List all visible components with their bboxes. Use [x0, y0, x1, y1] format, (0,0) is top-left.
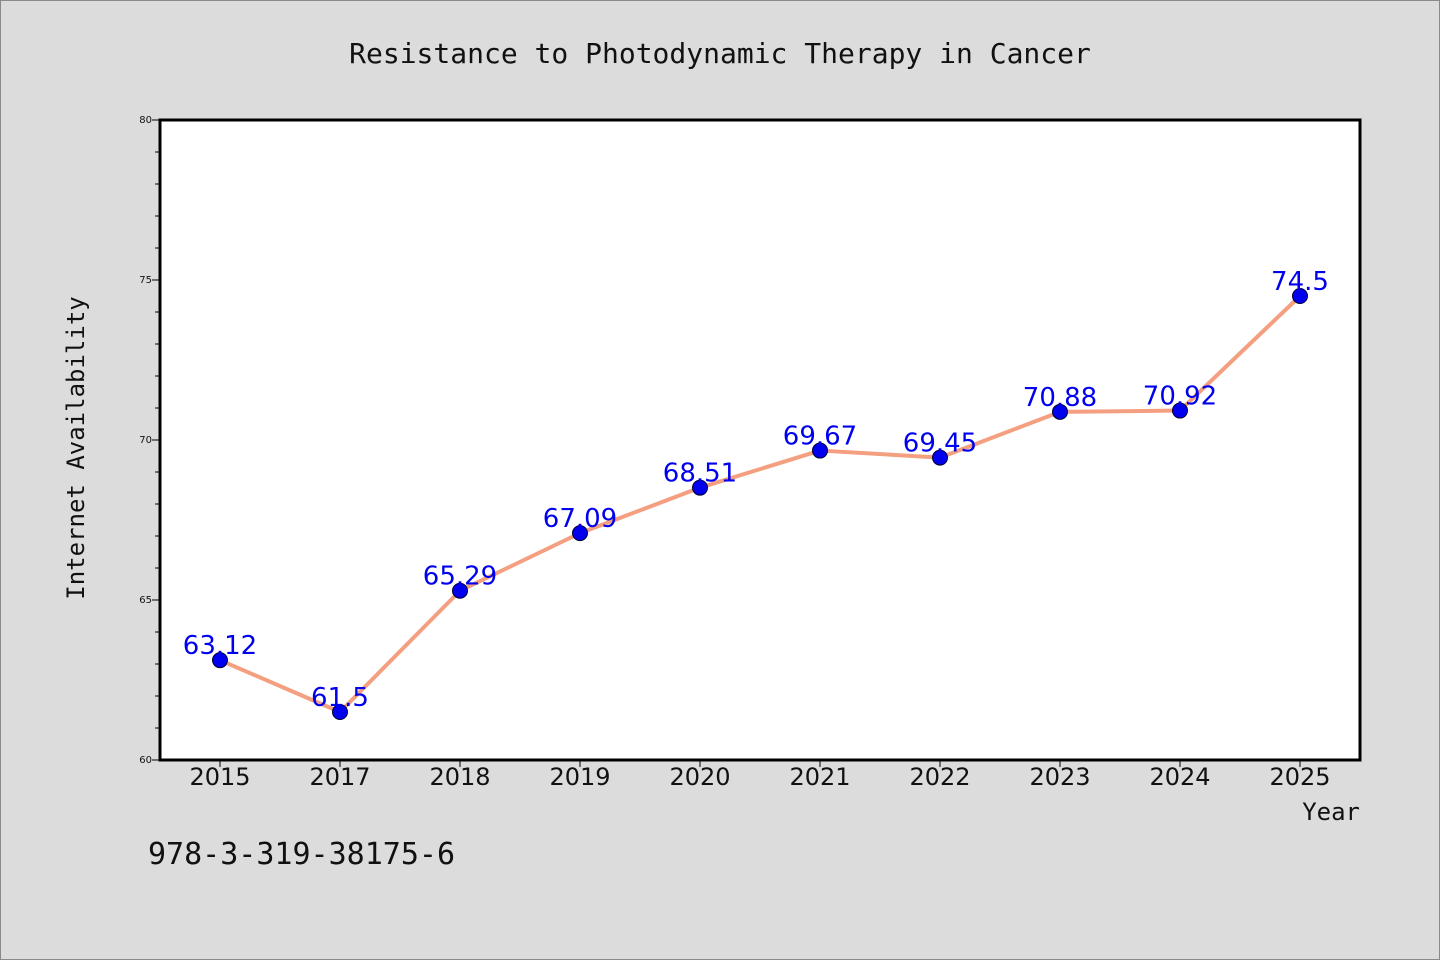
x-tick-label: 2023 — [1029, 763, 1090, 791]
chart-title: Resistance to Photodynamic Therapy in Ca… — [349, 37, 1091, 70]
data-label: 61.5 — [311, 683, 369, 713]
x-tick-label: 2015 — [189, 763, 250, 791]
data-point-marker — [1292, 288, 1308, 304]
series-line-group — [218, 294, 1302, 714]
plot-area — [158, 118, 1362, 762]
x-axis: 2015 2017 2018 2019 2020 2021 2022 2023 2024 2025 — [189, 760, 1331, 791]
x-tick-label: 2017 — [309, 763, 370, 791]
x-tick-label: 2018 — [429, 763, 490, 791]
y-axis: 60 65 70 75 80 — [139, 115, 160, 766]
data-point-marker — [572, 525, 588, 542]
y-axis-label: Internet Availability — [62, 296, 90, 599]
data-label: 69.67 — [783, 422, 857, 452]
data-point-marker — [332, 704, 348, 720]
data-point-marker — [1052, 403, 1068, 420]
x-axis-label: Year — [1302, 798, 1360, 826]
data-label: 68.51 — [663, 459, 737, 489]
data-point-marker — [1172, 402, 1188, 419]
y-tick-label: 65 — [139, 595, 152, 606]
data-label: 70.92 — [1143, 382, 1217, 412]
data-labels-group: 63.12 61.5 65.29 67.09 68.51 69.67 69.45 70.88 7… — [183, 267, 1329, 713]
x-tick-label: 2021 — [789, 763, 850, 791]
x-tick-label: 2020 — [669, 763, 730, 791]
data-point-marker — [212, 652, 228, 669]
y-tick-label: 60 — [139, 755, 152, 766]
data-label: 65.29 — [423, 562, 497, 592]
x-tick-label: 2019 — [549, 763, 610, 791]
x-tick-label: 2024 — [1149, 763, 1210, 791]
data-label: 67.09 — [543, 504, 617, 534]
y-tick-label: 80 — [139, 115, 152, 126]
x-tick-label: 2022 — [909, 763, 970, 791]
x-tick-label: 2025 — [1269, 763, 1330, 791]
isbn-text: 978-3-319-38175-6 — [148, 837, 455, 872]
data-label: 63.12 — [183, 631, 257, 661]
series-line — [218, 294, 1302, 714]
data-label: 70.88 — [1023, 383, 1097, 413]
data-point-marker — [692, 479, 708, 496]
y-tick-label: 75 — [139, 275, 152, 286]
y-tick-label: 70 — [139, 435, 152, 446]
data-point-marker — [812, 442, 828, 459]
data-label: 74.5 — [1271, 267, 1329, 297]
data-point-marker — [452, 582, 468, 599]
markers-group — [212, 288, 1308, 720]
data-label: 69.45 — [903, 429, 977, 459]
data-point-marker — [932, 449, 948, 466]
